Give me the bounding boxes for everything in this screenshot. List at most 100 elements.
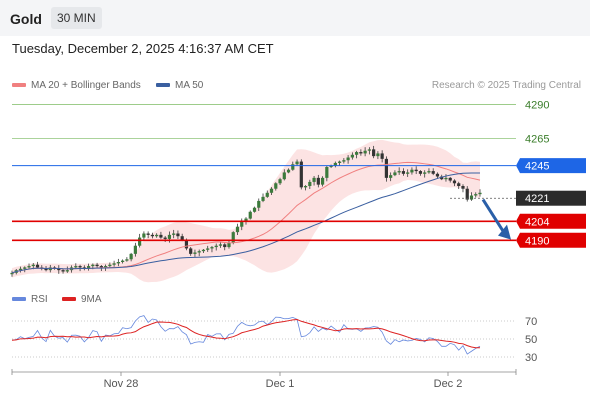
candle-body xyxy=(359,152,363,154)
candle xyxy=(303,185,308,191)
candle-body xyxy=(427,171,431,173)
candle xyxy=(376,151,380,160)
rsi-tick-70: 70 xyxy=(525,316,537,328)
candle-body xyxy=(372,149,376,157)
timeframe-badge[interactable]: 30 MIN xyxy=(51,7,102,29)
candle-body xyxy=(240,221,244,227)
rsi-swatch xyxy=(12,297,26,302)
candle xyxy=(448,176,452,183)
rsi-ma-swatch xyxy=(62,297,76,302)
candle-body xyxy=(10,272,14,275)
candle xyxy=(86,263,91,271)
candle-body xyxy=(133,245,137,254)
candle-body xyxy=(142,233,146,238)
candle xyxy=(61,268,65,274)
candle-body xyxy=(206,248,210,250)
candle xyxy=(342,158,346,164)
candle-body xyxy=(286,169,291,173)
legend-rsi: RSI xyxy=(12,294,48,305)
candle xyxy=(78,264,82,272)
candle-body xyxy=(384,158,388,178)
candle xyxy=(176,230,180,239)
candle-body xyxy=(457,183,461,186)
candle-body xyxy=(295,161,299,165)
candle-body xyxy=(57,268,61,271)
candle xyxy=(427,168,431,174)
candle-body xyxy=(261,196,265,201)
candle xyxy=(384,156,388,182)
candle xyxy=(286,168,291,174)
candle-body xyxy=(278,179,282,184)
candle xyxy=(27,263,31,270)
level-4204-label: 4204 xyxy=(525,216,549,228)
candle-body xyxy=(95,264,99,267)
legend-rsi-ma-label: 9MA xyxy=(81,294,102,305)
candle xyxy=(214,243,218,251)
candle xyxy=(18,266,23,273)
candle xyxy=(320,176,325,187)
candle xyxy=(210,245,214,253)
rsi-line xyxy=(11,315,481,355)
candle xyxy=(444,174,448,182)
candle xyxy=(397,167,401,175)
candle-body xyxy=(108,264,112,267)
candle xyxy=(435,172,440,179)
candle-body xyxy=(176,233,180,237)
candle xyxy=(291,161,295,171)
candle-body xyxy=(23,267,27,269)
legend-ma50: MA 50 xyxy=(156,80,203,91)
candle xyxy=(338,160,342,166)
candle-body xyxy=(406,172,410,174)
candle xyxy=(206,245,210,252)
candle-body xyxy=(350,154,354,158)
candle-body xyxy=(355,152,359,155)
candle xyxy=(333,161,337,168)
candle-body xyxy=(469,195,474,200)
ma20-swatch xyxy=(12,83,26,88)
bollinger-band xyxy=(12,139,480,283)
candle-body xyxy=(163,237,167,239)
candle xyxy=(299,159,303,190)
candle-body xyxy=(61,270,65,272)
rsi-ma-line xyxy=(11,319,481,349)
candle xyxy=(125,257,129,262)
candle xyxy=(172,229,176,239)
candle-body xyxy=(172,233,176,235)
candle xyxy=(465,186,469,202)
level-4245-label: 4245 xyxy=(525,161,549,173)
ma50-swatch xyxy=(156,83,170,88)
candle-body xyxy=(414,169,418,172)
rsi-tick-50: 50 xyxy=(525,334,537,346)
candle-body xyxy=(282,172,286,180)
candle xyxy=(193,249,197,257)
candle-body xyxy=(257,200,261,208)
candle-body xyxy=(312,177,316,182)
candle-body xyxy=(291,164,295,170)
candle xyxy=(57,265,61,274)
candle-body xyxy=(35,264,40,268)
candle-body xyxy=(252,207,257,212)
candle xyxy=(359,149,363,156)
candle xyxy=(112,260,116,267)
candle-body xyxy=(325,167,329,178)
candle xyxy=(218,241,223,248)
candle xyxy=(235,223,240,236)
candle-body xyxy=(444,177,448,180)
candle xyxy=(393,170,397,177)
candle-body xyxy=(389,175,393,178)
candle xyxy=(252,206,257,213)
candle-body xyxy=(210,247,214,249)
candle xyxy=(108,262,112,268)
legend-ma20-label: MA 20 + Bollinger Bands xyxy=(31,80,141,91)
candle xyxy=(261,193,265,203)
candle xyxy=(410,167,414,175)
candle xyxy=(452,179,457,187)
candle-body xyxy=(227,243,231,248)
candle-body xyxy=(431,171,435,174)
candle xyxy=(346,155,350,164)
candle xyxy=(159,231,163,239)
candle-body xyxy=(31,264,35,267)
candle-body xyxy=(452,180,457,184)
candle-body xyxy=(338,161,342,163)
